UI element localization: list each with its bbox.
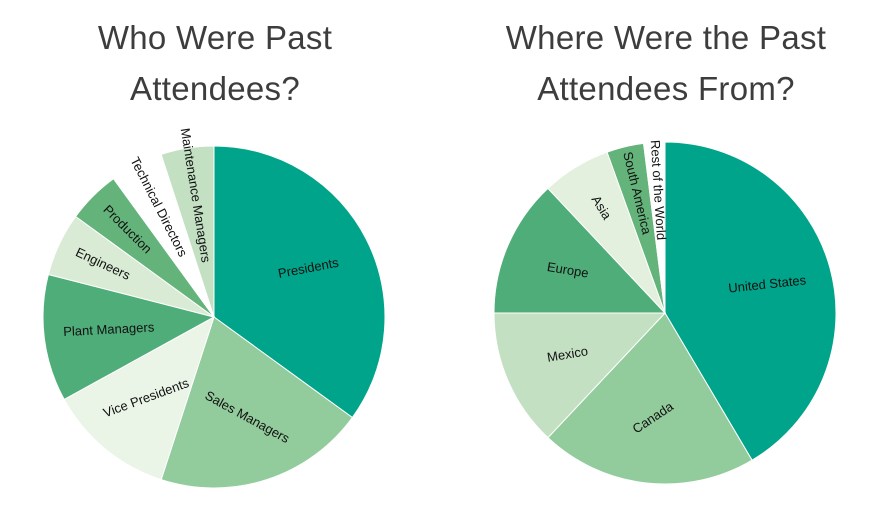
pie-slice-europe <box>493 187 667 314</box>
pie-slice-mexico <box>493 312 667 439</box>
pie-label-europe: Europe <box>546 259 590 281</box>
pie-slice-plant-managers <box>42 273 216 401</box>
chart-title-line-1: Where Were the Past <box>505 19 827 56</box>
attendee-regions-chart: Where Were the Past Attendees From? Unit… <box>440 0 892 512</box>
pie-slice-vice-presidents <box>63 315 215 481</box>
pie-slice-united-states <box>664 141 837 461</box>
chart-title: Who Were Past Attendees? <box>0 12 430 114</box>
pie-label-mexico: Mexico <box>546 343 589 365</box>
chart-title: Where Were the Past Attendees From? <box>440 12 892 114</box>
pie-slice-maintenance-managers <box>160 145 215 318</box>
attendee-roles-chart: Who Were Past Attendees? Presidents Sales… <box>0 0 430 512</box>
pie-label-rest-of-the-world: Rest of the World <box>648 140 669 241</box>
chart-title-line-2: Attendees? <box>130 70 300 107</box>
pie-slice-rest-of-the-world <box>643 141 666 314</box>
pie-slice-sales-managers <box>160 316 354 489</box>
pie-slice-canada <box>547 312 753 485</box>
pie-label-plant-managers: Plant Managers <box>63 319 155 339</box>
pie-slice-presidents <box>213 145 386 419</box>
chart-title-line-2: Attendees From? <box>537 70 795 107</box>
chart-title-line-1: Who Were Past <box>97 19 333 56</box>
